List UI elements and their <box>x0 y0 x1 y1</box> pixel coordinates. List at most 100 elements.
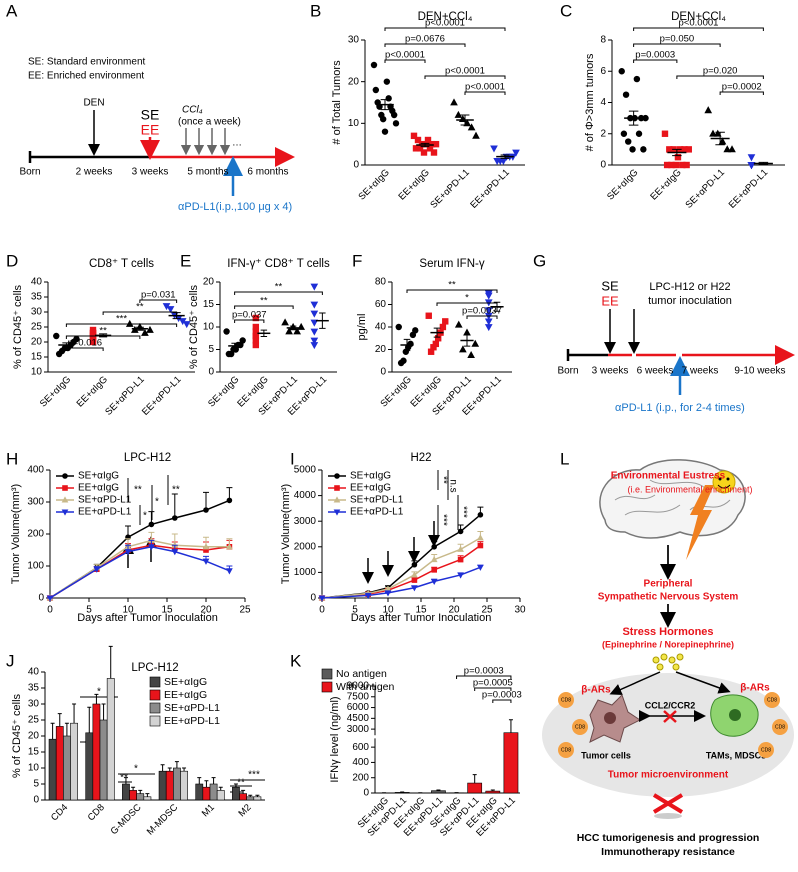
x-tick-label: SE+αIgG <box>38 374 73 409</box>
x-tick-label: SE+αIgG <box>206 374 241 409</box>
error-bar <box>403 338 411 352</box>
data-point <box>125 319 134 327</box>
panel-letter: D <box>6 251 18 270</box>
y-tick-label: 6 <box>600 66 606 77</box>
legend-label: EE+αIgG <box>350 483 391 494</box>
bar <box>180 770 188 801</box>
y-axis-label: IFNγ level (ng/ml) <box>329 696 341 782</box>
data-point <box>430 555 438 563</box>
label: 2 weeks <box>76 167 113 178</box>
error-bar <box>174 761 179 768</box>
data-point <box>459 345 467 353</box>
data-point <box>310 337 319 345</box>
bracket-label: p=0.0002 <box>722 82 762 93</box>
data-point <box>182 321 191 329</box>
nucleus <box>604 712 616 724</box>
error-bar <box>108 645 113 679</box>
y-tick-label: 20 <box>203 277 215 288</box>
data-point <box>372 86 380 94</box>
y-tick-label: 0 <box>600 160 606 171</box>
bracket-label: ** <box>260 296 268 307</box>
sig-label: ** <box>172 485 180 496</box>
bracket-label: p<0.0001 <box>385 50 425 61</box>
y-tick-label: 5000 <box>294 465 317 476</box>
bracket-label: ** <box>448 280 456 291</box>
x-tick-label: SE+αPD-L1 <box>683 167 727 211</box>
bar <box>143 796 152 801</box>
bracket <box>234 305 294 309</box>
legend-label: EE+αPD-L1 <box>164 715 220 727</box>
data-point <box>411 561 418 568</box>
bracket <box>406 289 498 293</box>
x-tick-label: 10 <box>382 605 394 616</box>
error-bar <box>62 342 71 348</box>
bar <box>209 783 218 801</box>
error-bar <box>241 789 246 794</box>
y-tick-label: 6000 <box>347 702 370 713</box>
y-tick-label: 0 <box>363 788 369 799</box>
panel-letter: G <box>533 251 546 270</box>
bracket <box>65 347 104 351</box>
label: Sympathetic Nervous System <box>598 592 739 603</box>
y-axis-label: Tumor Volume(mm³) <box>10 484 22 584</box>
series-line <box>49 546 230 599</box>
chart-title: H22 <box>410 452 431 464</box>
panel-i-annotations: ** n.s *** *** <box>362 470 468 584</box>
label: (once a week) <box>178 117 241 128</box>
legend-marker <box>334 473 340 479</box>
bracket <box>384 27 506 31</box>
data-point <box>383 78 391 85</box>
y-tick-label: 15 <box>31 352 43 363</box>
data-point <box>166 306 175 314</box>
data-point <box>422 140 430 148</box>
label: 6 months <box>247 167 288 178</box>
y-tick-label: 30 <box>28 699 40 710</box>
y-tick-label: 5 <box>33 779 39 790</box>
bar <box>239 793 247 801</box>
error-bar <box>231 342 238 350</box>
y-tick-label: 100 <box>27 561 44 572</box>
label: tumor inoculation <box>648 295 732 307</box>
y-tick-label: 0 <box>208 367 214 378</box>
data-point <box>395 323 402 331</box>
data-point <box>46 595 54 602</box>
legend-label: SE+αIgG <box>78 471 119 482</box>
error-bar <box>160 764 165 772</box>
x-tick-label: 20 <box>200 605 212 616</box>
x-tick-label: M2 <box>236 802 253 819</box>
legend-swatch <box>149 689 161 701</box>
legend-marker <box>333 496 341 503</box>
bracket-label: p<0.0001 <box>425 18 465 29</box>
data-point <box>430 578 438 585</box>
data-point <box>442 318 449 325</box>
data-point <box>89 338 97 346</box>
label: HCC tumorigenesis and progression <box>577 832 760 844</box>
panel-letter: K <box>290 651 302 670</box>
data-point <box>310 328 319 336</box>
bar <box>92 703 101 801</box>
panel-letter: E <box>180 251 191 270</box>
label: Stress Hormones <box>622 626 713 638</box>
cd8-label: CD8 <box>767 697 777 703</box>
label: EE <box>141 122 160 138</box>
x-tick-label: EE+αPD-L1 <box>468 167 512 211</box>
error-bar <box>463 334 471 347</box>
data-point <box>642 114 649 122</box>
y-axis-label: Tumor Volume(mm³) <box>280 484 292 584</box>
bracket-label: ** <box>275 282 283 293</box>
data-point <box>412 145 420 152</box>
data-point <box>439 323 447 331</box>
x-tick-label: EE+αPD-L1 <box>727 167 771 211</box>
legend-swatch <box>149 676 161 688</box>
data-point <box>171 549 179 556</box>
cd8-label: CD8 <box>575 724 585 730</box>
data-point <box>202 543 210 550</box>
bracket-label: p=0.031 <box>141 290 176 301</box>
y-tick-label: 20 <box>31 337 43 348</box>
cd8-label: CD8 <box>561 747 571 753</box>
error-bar <box>289 325 297 331</box>
data-point <box>635 130 643 137</box>
data-point <box>318 595 326 602</box>
x-tick-label: 25 <box>239 605 251 616</box>
